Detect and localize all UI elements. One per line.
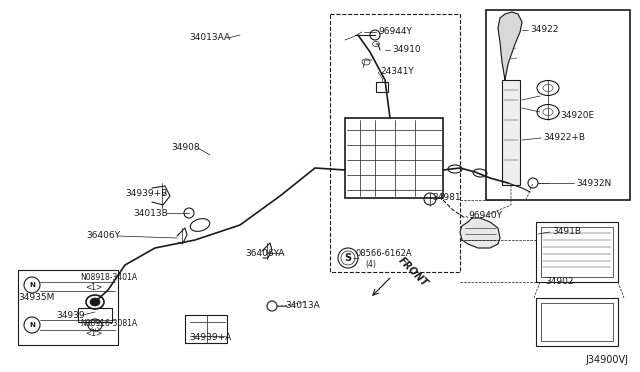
Text: 34902: 34902 (545, 278, 573, 286)
Bar (330, 14, 460, 272)
Text: 34981: 34981 (432, 193, 461, 202)
Text: FRONT: FRONT (396, 255, 429, 289)
Text: 34935M: 34935M (18, 294, 54, 302)
Bar (541, 303, 613, 341)
Bar (502, 80, 520, 185)
Text: 34908: 34908 (172, 144, 200, 153)
Text: 34932N: 34932N (576, 179, 611, 187)
Bar (536, 298, 618, 346)
Text: 24341Y: 24341Y (380, 67, 413, 77)
Polygon shape (498, 12, 522, 80)
Bar (345, 118, 443, 198)
Text: J34900VJ: J34900VJ (585, 355, 628, 365)
Text: (4): (4) (365, 260, 376, 269)
Text: 08566-6162A: 08566-6162A (355, 248, 412, 257)
Bar (185, 315, 227, 343)
Bar (486, 10, 630, 200)
Bar (18, 270, 118, 345)
Text: N: N (29, 322, 35, 328)
Text: N08918-3401A: N08918-3401A (80, 273, 137, 282)
Text: <1>: <1> (85, 330, 102, 339)
Text: S: S (344, 253, 351, 263)
Text: 34922+B: 34922+B (543, 134, 585, 142)
Bar (541, 227, 613, 277)
Bar (536, 222, 618, 282)
Text: 34939+B: 34939+B (125, 189, 168, 198)
Text: <1>: <1> (85, 283, 102, 292)
Text: 34013A: 34013A (285, 301, 320, 311)
Text: 96944Y: 96944Y (378, 28, 412, 36)
Text: 34922: 34922 (530, 26, 558, 35)
Text: 3491B: 3491B (552, 228, 581, 237)
Text: 34910: 34910 (392, 45, 420, 55)
Text: 34013AA: 34013AA (189, 33, 230, 42)
Ellipse shape (90, 298, 100, 306)
Text: 96940Y: 96940Y (468, 212, 502, 221)
Bar (78, 308, 112, 322)
Text: 34939+A: 34939+A (189, 334, 231, 343)
Bar (376, 82, 388, 92)
Text: 34939: 34939 (56, 311, 85, 320)
Text: 36406YA: 36406YA (246, 248, 285, 257)
Text: 34013B: 34013B (133, 208, 168, 218)
Text: 36406Y: 36406Y (86, 231, 120, 241)
Text: N08916-3081A: N08916-3081A (80, 318, 137, 327)
Text: 34920E: 34920E (560, 110, 594, 119)
Polygon shape (460, 218, 500, 248)
Text: N: N (29, 282, 35, 288)
